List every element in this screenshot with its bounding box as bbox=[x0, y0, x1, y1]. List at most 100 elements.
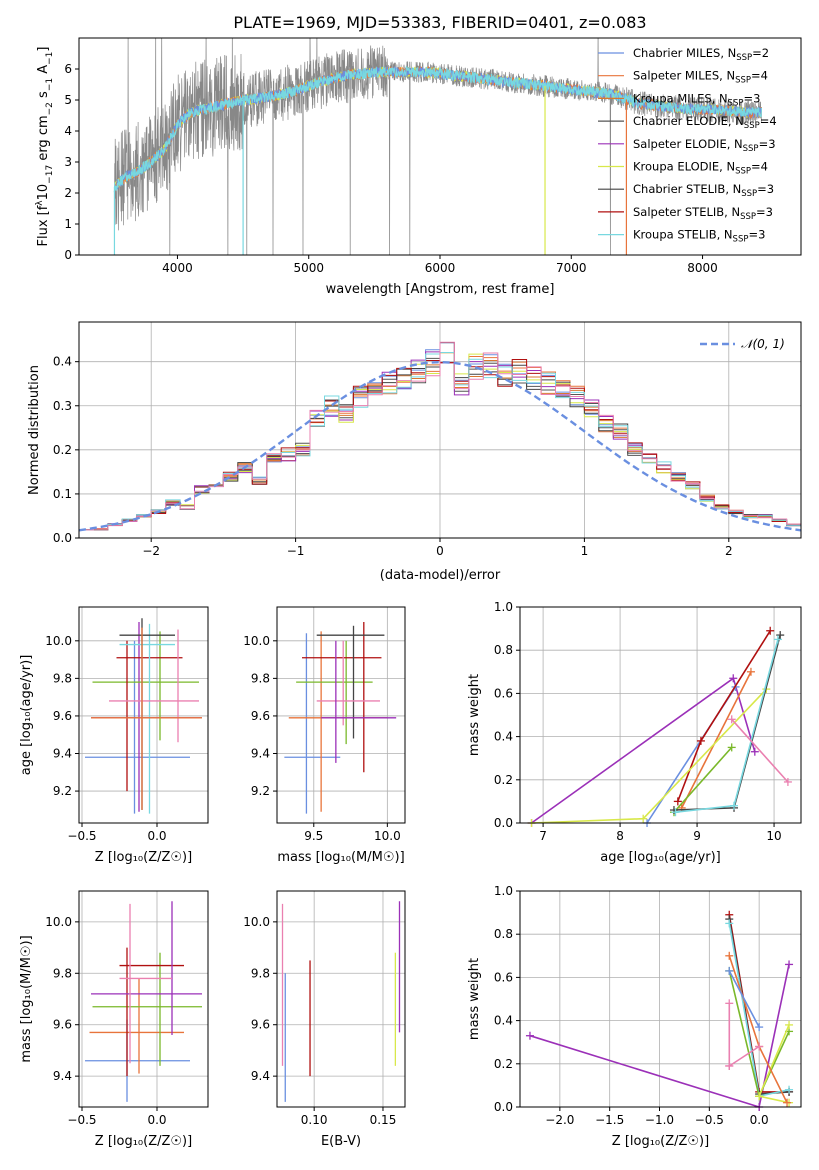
y-axis-label: mass [log₁₀(M/M☉)] bbox=[19, 935, 34, 1062]
axes-frame bbox=[78, 606, 209, 824]
y-tick-label: 0 bbox=[64, 248, 72, 262]
legend-tail: =2 bbox=[752, 46, 769, 60]
x-tick-label: 0.10 bbox=[301, 1113, 328, 1127]
x-axis-label: E(B-V) bbox=[321, 1134, 361, 1149]
legend-name: Kroupa MILES, N bbox=[633, 91, 728, 105]
weight-line bbox=[673, 634, 781, 811]
weight-line bbox=[731, 718, 789, 783]
legend-name: Chabrier MILES, N bbox=[633, 46, 736, 60]
x-axis-label: Z [log₁₀(Z/Z☉)] bbox=[95, 1134, 192, 1149]
y-tick-label: 9.6 bbox=[251, 1018, 270, 1032]
figure-title: PLATE=1969, MJD=53383, FIBERID=0401, z=0… bbox=[233, 13, 646, 32]
legend-tail: =4 bbox=[751, 160, 768, 174]
y-axis-label: Flux [fλ10−17 erg cm−2 s−1 A−1] bbox=[35, 47, 55, 247]
y-axis-label-part: −1 bbox=[45, 78, 55, 91]
y-tick-label: 2 bbox=[64, 186, 72, 200]
x-tick-label: −0.5 bbox=[67, 1113, 96, 1127]
legend-name: Chabrier ELODIE, N bbox=[633, 114, 744, 128]
x-tick-label: 8000 bbox=[687, 261, 718, 275]
y-tick-label: 10.0 bbox=[243, 634, 270, 648]
x-tick-label: 10.0 bbox=[374, 829, 401, 843]
y-tick-label: 9.2 bbox=[53, 784, 72, 798]
mass-vs-metallicity-panel: −0.5 0.0 9.4 9.6 9.8 10.0 Z [log₁₀(Z/Z☉)] mass … bbox=[19, 890, 209, 1149]
legend-tail: =3 bbox=[757, 182, 774, 196]
legend-entry: Salpeter ELODIE, NSSP=3 bbox=[633, 137, 776, 154]
legend-entry: Kroupa STELIB, NSSP=3 bbox=[633, 228, 765, 245]
x-tick-label: 9 bbox=[693, 829, 701, 843]
y-tick-label: 1.0 bbox=[494, 600, 513, 614]
x-tick-label: 0.0 bbox=[750, 1113, 769, 1127]
legend-entry: 𝒩(0, 1) bbox=[741, 337, 785, 351]
x-tick-label: 8 bbox=[616, 829, 624, 843]
y-tick-label: 9.4 bbox=[53, 747, 72, 761]
y-tick-label: 9.8 bbox=[53, 671, 72, 685]
x-tick-label: 10 bbox=[766, 829, 781, 843]
legend-sub: SSP bbox=[743, 144, 759, 154]
legend-entry: Salpeter STELIB, NSSP=3 bbox=[633, 205, 773, 222]
y-tick-label: 0.6 bbox=[494, 686, 513, 700]
legend-entry: Salpeter MILES, NSSP=4 bbox=[633, 69, 768, 86]
y-tick-label: 0.8 bbox=[494, 927, 513, 941]
y-tick-label: 5 bbox=[64, 93, 72, 107]
legend-name: Chabrier STELIB, N bbox=[633, 182, 741, 196]
legend-tail: =4 bbox=[760, 114, 777, 128]
weight-line bbox=[675, 639, 779, 813]
y-tick-label: 9.8 bbox=[53, 966, 72, 980]
x-tick-label: −1.0 bbox=[645, 1113, 674, 1127]
legend-entry: Chabrier STELIB, NSSP=3 bbox=[633, 182, 774, 199]
legend-sub: SSP bbox=[733, 235, 749, 245]
y-tick-label: 9.6 bbox=[53, 1018, 72, 1032]
legend-name: Salpeter ELODIE, N bbox=[633, 137, 743, 151]
x-tick-label: 2 bbox=[725, 544, 733, 558]
legend-name: Salpeter MILES, N bbox=[633, 69, 735, 83]
y-tick-label: 0.0 bbox=[494, 1100, 513, 1114]
model-spectrum-kroupa_stelib bbox=[113, 65, 762, 193]
y-tick-label: 9.8 bbox=[251, 966, 270, 980]
y-tick-label: 3 bbox=[64, 155, 72, 169]
axes-frame bbox=[276, 890, 406, 1108]
y-axis-label-part: 10 bbox=[36, 184, 51, 201]
x-axis-label: Z [log₁₀(Z/Z☉)] bbox=[95, 850, 192, 865]
x-tick-label: 7 bbox=[539, 829, 547, 843]
y-axis-label: age [log₁₀(age/yr)] bbox=[19, 655, 34, 776]
y-tick-label: 10.0 bbox=[243, 915, 270, 929]
y-axis-label-part: ] bbox=[36, 47, 51, 52]
legend-tail: =3 bbox=[759, 137, 776, 151]
x-tick-label: 9.5 bbox=[304, 829, 323, 843]
y-tick-label: 9.4 bbox=[251, 1069, 270, 1083]
spectrum-panel: 4000 5000 6000 7000 8000 0 1 2 3 4 5 6 wavelength [A… bbox=[35, 37, 802, 297]
legend-sub: SSP bbox=[728, 98, 744, 108]
y-tick-label: 0.3 bbox=[53, 399, 72, 413]
y-tick-label: 0.2 bbox=[494, 773, 513, 787]
legend-tail: =3 bbox=[756, 205, 773, 219]
y-axis-label: mass weight bbox=[467, 674, 482, 756]
y-axis-label: Normed distribution bbox=[27, 365, 42, 495]
y-axis-label-part: −17 bbox=[45, 165, 55, 184]
x-axis-label: (data-model)/error bbox=[380, 568, 501, 583]
x-tick-label: 0.15 bbox=[370, 1113, 397, 1127]
x-tick-label: −2 bbox=[142, 544, 160, 558]
x-tick-label: −0.5 bbox=[695, 1113, 724, 1127]
x-tick-label: −2.0 bbox=[545, 1113, 574, 1127]
legend-name: Salpeter STELIB, N bbox=[633, 205, 740, 219]
x-tick-label: 7000 bbox=[556, 261, 587, 275]
age-vs-mass-panel: 9.5 10.0 9.2 9.4 9.6 9.8 10.0 mass [log₁₀(M/M☉)… bbox=[243, 606, 406, 865]
x-axis-label: Z [log₁₀(Z/Z☉)] bbox=[612, 1134, 709, 1149]
y-tick-label: 4 bbox=[64, 124, 72, 138]
y-tick-label: 0.0 bbox=[494, 816, 513, 830]
y-tick-label: 10.0 bbox=[45, 915, 72, 929]
y-tick-label: 9.4 bbox=[53, 1069, 72, 1083]
legend-sub: SSP bbox=[740, 212, 756, 222]
spectrum-plot-area bbox=[113, 38, 762, 255]
y-tick-label: 0.8 bbox=[494, 643, 513, 657]
axes-frame bbox=[519, 890, 802, 1108]
y-tick-label: 0.2 bbox=[494, 1057, 513, 1071]
y-axis-label-part: −1 bbox=[45, 52, 55, 65]
legend-sub: SSP bbox=[744, 121, 760, 131]
legend-sub: SSP bbox=[735, 76, 751, 86]
legend-name: Kroupa ELODIE, N bbox=[633, 160, 735, 174]
histogram-step-pink bbox=[79, 341, 801, 531]
y-tick-label: 0.6 bbox=[494, 970, 513, 984]
